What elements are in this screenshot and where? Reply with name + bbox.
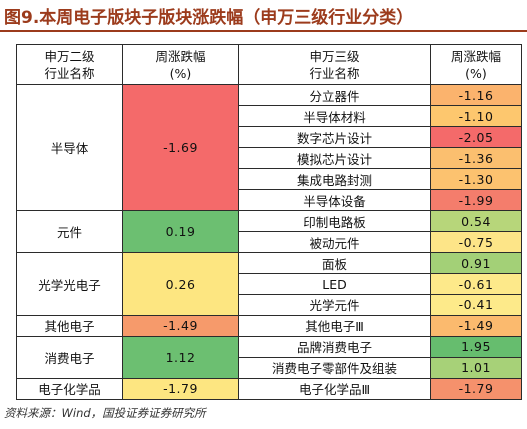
sw3-weekly-change: 0.91: [430, 252, 522, 275]
sw3-weekly-change: -1.16: [430, 83, 522, 107]
sw2-weekly-change: 0.19: [122, 210, 239, 254]
sw2-industry-name: 消费电子: [16, 335, 123, 379]
sw2-weekly-change: -1.69: [122, 83, 239, 212]
sw3-weekly-change: -2.05: [430, 126, 522, 149]
table-row: LED -0.61: [17, 273, 522, 295]
table-body: 半导体 -1.69 分立器件 -1.16 半导体材料 -1.10 数字芯片设计 -2.05 模拟…: [16, 83, 522, 401]
sw3-weekly-change: -0.75: [430, 231, 522, 254]
sw3-weekly-change: -1.99: [430, 189, 522, 212]
sw3-industry-name: 半导体设备: [238, 189, 431, 212]
sw3-weekly-change: 1.95: [430, 335, 522, 358]
sw2-weekly-change: -1.49: [122, 314, 239, 337]
sw2-weekly-change: -1.79: [122, 377, 239, 401]
header-sw2-change: 周涨跌幅 (%): [122, 44, 239, 85]
sector-change-table: 申万二级 行业名称 周涨跌幅 (%) 申万三级 行业名称 周涨跌幅 (%) 半导…: [16, 44, 522, 401]
header-sw3-name: 申万三级 行业名称: [238, 44, 431, 85]
sw3-industry-name: 数字芯片设计: [238, 126, 431, 149]
sw3-weekly-change: -1.49: [430, 314, 522, 337]
header-sw3-change: 周涨跌幅 (%): [430, 44, 522, 85]
sw3-weekly-change: -1.10: [430, 105, 522, 128]
table-row: 数字芯片设计 -2.05: [17, 126, 522, 149]
sw2-industry-name: 其他电子: [16, 314, 123, 337]
sw3-weekly-change: -1.36: [430, 147, 522, 170]
table-row: 半导体 -1.69 分立器件 -1.16: [16, 83, 522, 212]
sw3-weekly-change: -1.79: [430, 377, 522, 401]
sw3-industry-name: 消费电子零部件及组装: [238, 356, 431, 379]
sw3-industry-name: 其他电子Ⅲ: [238, 314, 431, 337]
sw3-industry-name: 电子化学品Ⅲ: [238, 377, 431, 401]
table-row: 消费电子 1.12 品牌消费电子 1.95: [16, 335, 522, 379]
table-row: 元件 0.19 印制电路板 0.54: [16, 210, 522, 254]
sw3-industry-name: LED: [238, 273, 431, 295]
sw2-industry-name: 光学光电子: [16, 252, 123, 316]
sw3-industry-name: 模拟芯片设计: [238, 147, 431, 170]
sw3-weekly-change: 1.01: [430, 356, 522, 379]
title-divider: [0, 30, 527, 32]
figure-title: 图9.本周电子版块子版块涨跌幅（申万三级行业分类）: [4, 8, 414, 28]
source-note: 资料来源：Wind，国投证券证券研究所: [4, 406, 206, 420]
header-sw2-name: 申万二级 行业名称: [16, 44, 123, 85]
sw3-industry-name: 品牌消费电子: [238, 335, 431, 358]
table-row: 集成电路封测 -1.30: [17, 168, 522, 191]
table-row: 其他电子 -1.49 其他电子Ⅲ -1.49: [16, 314, 522, 337]
sw3-industry-name: 分立器件: [238, 83, 431, 107]
sw3-industry-name: 集成电路封测: [238, 168, 431, 191]
sw2-industry-name: 半导体: [16, 83, 123, 212]
sw2-industry-name: 元件: [16, 210, 123, 254]
sw3-industry-name: 被动元件: [238, 231, 431, 254]
sw3-weekly-change: -0.41: [430, 293, 522, 316]
sw2-industry-name: 电子化学品: [16, 377, 123, 401]
sw3-industry-name: 面板: [238, 252, 431, 275]
sw2-weekly-change: 0.26: [122, 252, 239, 316]
sw3-industry-name: 印制电路板: [238, 210, 431, 233]
sw3-industry-name: 光学元件: [238, 293, 431, 316]
sw3-industry-name: 半导体材料: [238, 105, 431, 128]
sw3-weekly-change: -1.30: [430, 168, 522, 191]
table-row: 半导体材料 -1.10: [17, 105, 522, 128]
sw3-weekly-change: -0.61: [430, 273, 522, 295]
table-row: 被动元件 -0.75: [17, 231, 522, 254]
header-row: 申万二级 行业名称 周涨跌幅 (%) 申万三级 行业名称 周涨跌幅 (%): [16, 44, 522, 85]
sw3-weekly-change: 0.54: [430, 210, 522, 233]
sw2-weekly-change: 1.12: [122, 335, 239, 379]
table-row: 电子化学品 -1.79 电子化学品Ⅲ -1.79: [16, 377, 522, 401]
table-row: 光学光电子 0.26 面板 0.91: [16, 252, 522, 316]
